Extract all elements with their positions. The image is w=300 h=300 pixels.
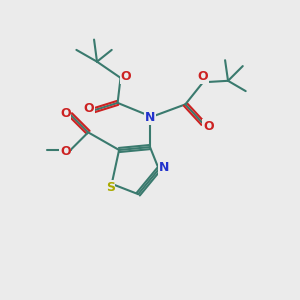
Text: O: O bbox=[83, 102, 94, 115]
Text: O: O bbox=[60, 145, 70, 158]
Text: O: O bbox=[203, 120, 214, 133]
Text: N: N bbox=[145, 111, 155, 124]
Text: S: S bbox=[106, 181, 115, 194]
Text: O: O bbox=[198, 70, 208, 83]
Text: N: N bbox=[159, 161, 169, 174]
Text: O: O bbox=[121, 70, 131, 83]
Text: O: O bbox=[60, 107, 70, 120]
